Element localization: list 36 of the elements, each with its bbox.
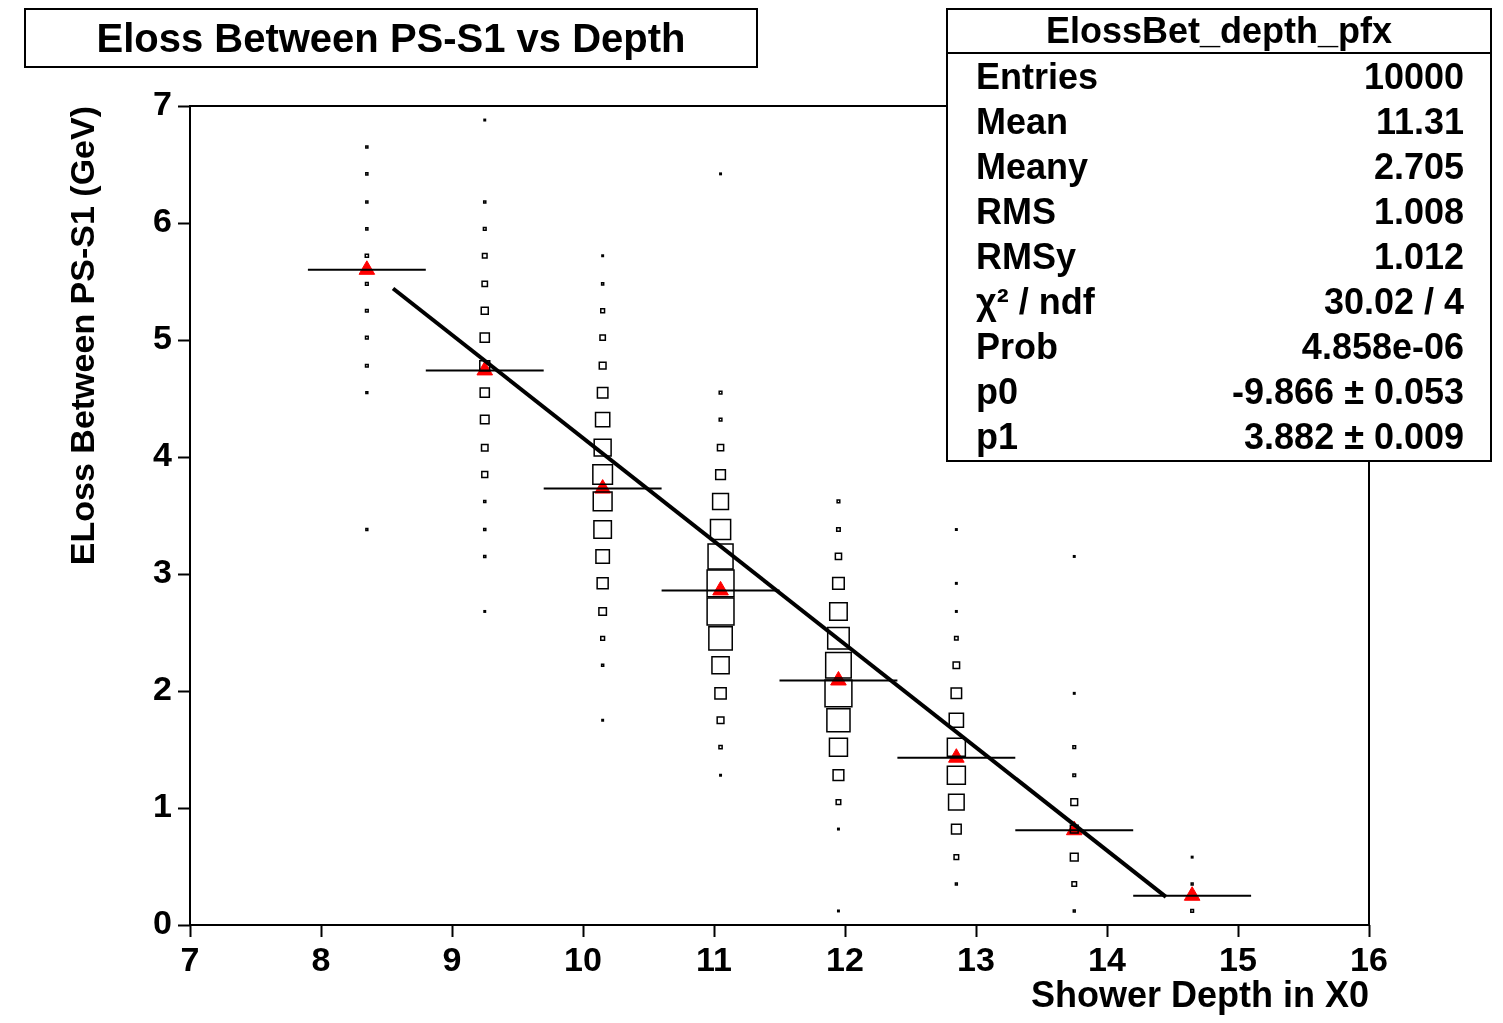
y-axis-title: ELoss Between PS-S1 (GeV) (62, 106, 101, 566)
annotation: 3.882 ± 0.009 (1244, 415, 1464, 459)
annotation: Prob (976, 325, 1059, 369)
text: Entries (976, 55, 1099, 99)
annotation: Meany (976, 145, 1089, 189)
text: 1.008 (1373, 190, 1464, 234)
x-tick-label: 11 (696, 939, 732, 978)
y-tick-label: 7 (153, 84, 172, 123)
x-tick-label: 10 (564, 939, 602, 978)
text: 1.012 (1373, 235, 1464, 279)
x-tick-label: 7 (180, 939, 200, 978)
y-tick-label: 5 (153, 318, 172, 357)
x-tick-label: 9 (442, 939, 462, 978)
annotation: Mean (976, 100, 1069, 144)
x-tick-label: 13 (957, 939, 995, 978)
x-tick-label: 8 (311, 939, 331, 978)
y-tick-label: 0 (153, 903, 172, 942)
annotation: p0 (976, 370, 1019, 414)
y-tick-label: 6 (153, 201, 172, 240)
annotation: RMSy (976, 235, 1077, 279)
y-tick-label: 2 (153, 669, 172, 708)
y-tick-label: 4 (153, 435, 173, 474)
y-tick-label: 1 (153, 786, 172, 825)
text: 2.705 (1373, 145, 1464, 189)
chart-title: Eloss Between PS-S1 vs Depth (24, 8, 758, 68)
annotation: -9.866 ± 0.053 (1232, 370, 1464, 414)
annotation: RMS (976, 190, 1056, 234)
annotation: χ² / ndf (976, 280, 1095, 324)
text: ElossBet_depth_pfx (948, 10, 1490, 54)
annotation: 30.02 / 4 (1323, 280, 1464, 324)
annotation: 4.858e-06 (1301, 325, 1464, 369)
text: 11.31 (1375, 100, 1464, 144)
x-tick-label: 12 (826, 939, 864, 978)
annotation: p1 (976, 415, 1019, 459)
y-tick-label: 3 (153, 552, 172, 591)
text: 10000 (1363, 55, 1464, 99)
